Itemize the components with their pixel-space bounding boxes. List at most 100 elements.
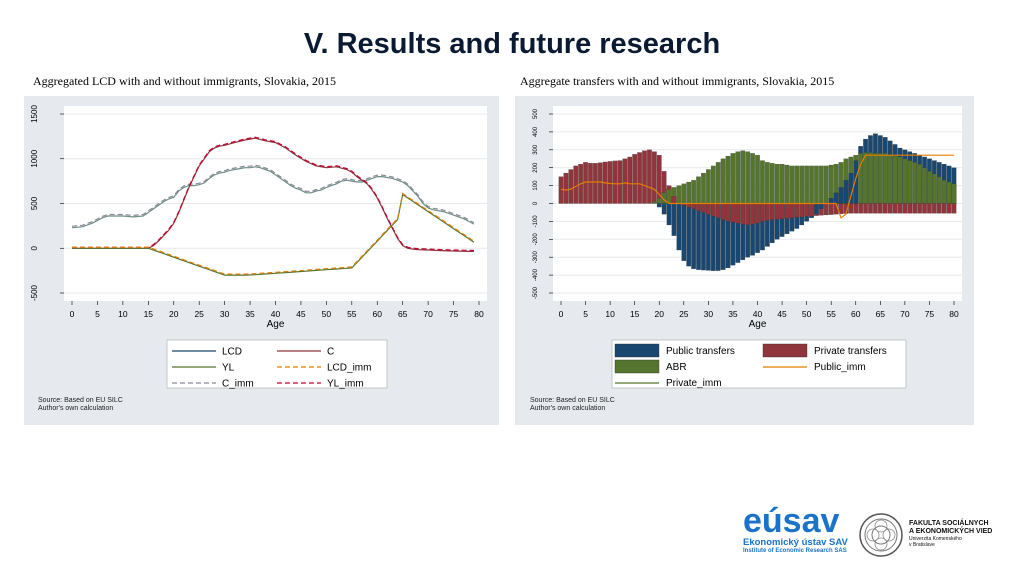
right-ytick-label: 200 <box>533 162 539 173</box>
eusav-logo: eúsav Ekonomický ústav SAV Institute of … <box>743 504 848 555</box>
bar-public <box>666 203 672 226</box>
left-xtick-label: 25 <box>194 309 204 319</box>
left-xtick-label: 50 <box>322 309 332 319</box>
bar-abr <box>917 164 922 204</box>
bar-private <box>917 203 922 214</box>
right-xtick-label: 15 <box>630 309 640 319</box>
legend-label-private: Private transfers <box>814 346 887 357</box>
bar-public <box>819 203 824 209</box>
bar-abr <box>725 155 731 204</box>
bar-abr <box>936 176 942 204</box>
fsev-line4: v Bratislave <box>909 542 935 548</box>
bar-abr <box>863 152 868 204</box>
left-xtick-label: 65 <box>398 309 408 319</box>
fsev-line2: A EKONOMICKÝCH VIED <box>909 528 993 535</box>
bar-private <box>828 203 834 215</box>
bar-abr <box>701 172 706 204</box>
right-ytick-label: 400 <box>533 126 539 137</box>
bar-abr <box>745 151 750 204</box>
bar-abr <box>681 183 687 204</box>
bar-private <box>696 203 701 211</box>
bar-abr <box>710 165 716 204</box>
bar-abr <box>823 165 829 204</box>
bar-abr <box>887 155 893 204</box>
right-ytick-label: 100 <box>533 180 539 191</box>
bar-abr <box>769 163 775 204</box>
bar-private <box>902 203 908 214</box>
bar-private <box>878 203 883 214</box>
legend-swatch-abr <box>614 359 660 374</box>
bar-private <box>868 203 873 214</box>
fsev-logo: FAKULTA SOCIÁLNYCH A EKONOMICKÝCH VIED U… <box>909 520 992 548</box>
left-chart-subtitle: Aggregated LCD with and without immigran… <box>33 74 336 88</box>
bar-private <box>769 203 775 220</box>
fsev-line1: FAKULTA SOCIÁLNYCH <box>909 520 989 527</box>
bar-abr <box>794 165 800 204</box>
left-xtick-label: 15 <box>144 309 154 319</box>
bar-private <box>563 172 569 204</box>
left-source-line2: Author's own calculation <box>38 405 114 412</box>
left-xtick-label: 45 <box>296 309 306 319</box>
legend-label-abr: Private_imm <box>666 378 722 389</box>
bar-private <box>892 203 898 214</box>
left-ytick-label: 1500 <box>30 105 39 123</box>
eusav-logo-text: eúsav <box>743 502 840 540</box>
bar-abr <box>779 164 785 204</box>
bar-private <box>799 203 805 218</box>
bar-public <box>676 203 682 251</box>
right-ytick-label: 500 <box>533 108 539 119</box>
bar-private <box>789 203 795 218</box>
bar-private <box>740 203 746 225</box>
bar-public <box>848 172 854 204</box>
bar-abr <box>951 183 957 204</box>
right-xtick-label: 35 <box>728 309 738 319</box>
bar-abr <box>730 153 736 204</box>
bar-private <box>568 169 574 204</box>
bar-abr <box>927 171 932 204</box>
bar-abr <box>696 176 701 204</box>
bar-private <box>932 203 937 214</box>
bar-private <box>706 203 711 215</box>
right-xtick-label: 30 <box>704 309 714 319</box>
bar-private <box>573 165 579 204</box>
bar-abr <box>897 156 903 204</box>
legend-label-c_imm: C_imm <box>222 379 254 390</box>
left-xtick-label: 0 <box>70 309 75 319</box>
left-chart-panel: -500 0 500 1000 1500 0 5 10 15 20 25 30 35 40 45 50 55 60… <box>24 96 499 425</box>
left-xtick-label: 75 <box>449 309 459 319</box>
bar-public <box>671 203 677 236</box>
series-line-c-imm <box>71 164 475 227</box>
bar-private <box>735 203 741 224</box>
bar-private <box>715 203 721 218</box>
right-xtick-label: 10 <box>605 309 615 319</box>
bar-private <box>765 203 770 221</box>
bar-private <box>730 203 736 223</box>
bar-private <box>823 203 829 216</box>
bar-abr <box>799 165 805 204</box>
left-ytick-label: 500 <box>30 196 39 210</box>
left-xtick-label: 55 <box>347 309 357 319</box>
bar-private <box>755 203 760 224</box>
left-xtick-label: 70 <box>423 309 433 319</box>
series-line-yl-imm <box>72 136 474 251</box>
bar-abr <box>878 153 883 204</box>
right-xtick-label: 45 <box>777 309 787 319</box>
bar-private <box>936 203 942 214</box>
bar-public <box>843 180 849 204</box>
legend-label-lcd: LCD <box>222 347 242 358</box>
bar-abr <box>666 189 672 204</box>
bar-abr <box>735 151 741 204</box>
bar-public <box>686 203 692 267</box>
bar-private <box>784 203 790 219</box>
bar-private <box>632 154 637 204</box>
bar-private <box>720 203 726 220</box>
bar-abr <box>907 160 913 204</box>
right-xtick-label: 60 <box>851 309 861 319</box>
legend-label-yl_imm: YL_imm <box>327 379 364 390</box>
bar-abr <box>750 153 755 204</box>
bar-private <box>760 203 765 222</box>
right-ytick-label: -400 <box>533 268 539 281</box>
right-source-line2: Author's own calculation <box>530 405 606 412</box>
bar-abr <box>946 181 952 204</box>
bar-private <box>593 163 598 204</box>
